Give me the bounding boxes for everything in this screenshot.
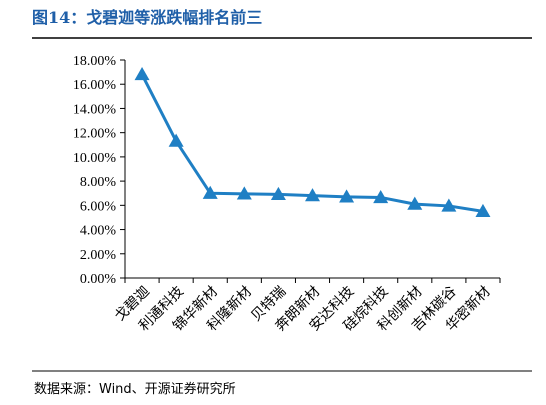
data-point — [134, 67, 150, 81]
data-point — [168, 133, 184, 147]
data-point — [407, 196, 423, 210]
data-point — [202, 185, 218, 199]
data-point — [441, 198, 457, 212]
y-tick-label: 4.00% — [80, 224, 117, 239]
y-tick-label: 16.00% — [73, 78, 117, 93]
y-tick-label: 8.00% — [80, 175, 117, 190]
data-point — [373, 189, 389, 204]
data-point — [236, 186, 252, 200]
data-point — [305, 188, 320, 202]
y-tick-label: 14.00% — [73, 102, 117, 117]
series-markers — [134, 67, 491, 218]
y-axis: 0.00% 2.00% 4.00% 6.00% 8.00% 10.00% 12.00% 14.… — [73, 54, 126, 287]
figure-title: 图14：戈碧迦等涨跌幅排名前三 — [32, 8, 262, 27]
y-tick-label: 10.00% — [73, 151, 117, 166]
y-tick-label: 12.00% — [73, 127, 117, 142]
y-tick-label: 0.00% — [80, 272, 117, 287]
y-tick-label: 18.00% — [73, 54, 117, 69]
source-note: 数据来源：Wind、开源证券研究所 — [34, 381, 236, 397]
data-point — [339, 189, 355, 203]
data-point — [475, 203, 491, 218]
data-point — [270, 186, 286, 201]
y-tick-label: 2.00% — [80, 248, 117, 263]
x-axis: 戈碧迦利通科技锦华新材科隆新材贝特瑞奔朗新材安达科技硅烷科技科创新材吉林碳谷华密… — [112, 277, 501, 334]
y-tick-label: 6.00% — [80, 199, 117, 214]
